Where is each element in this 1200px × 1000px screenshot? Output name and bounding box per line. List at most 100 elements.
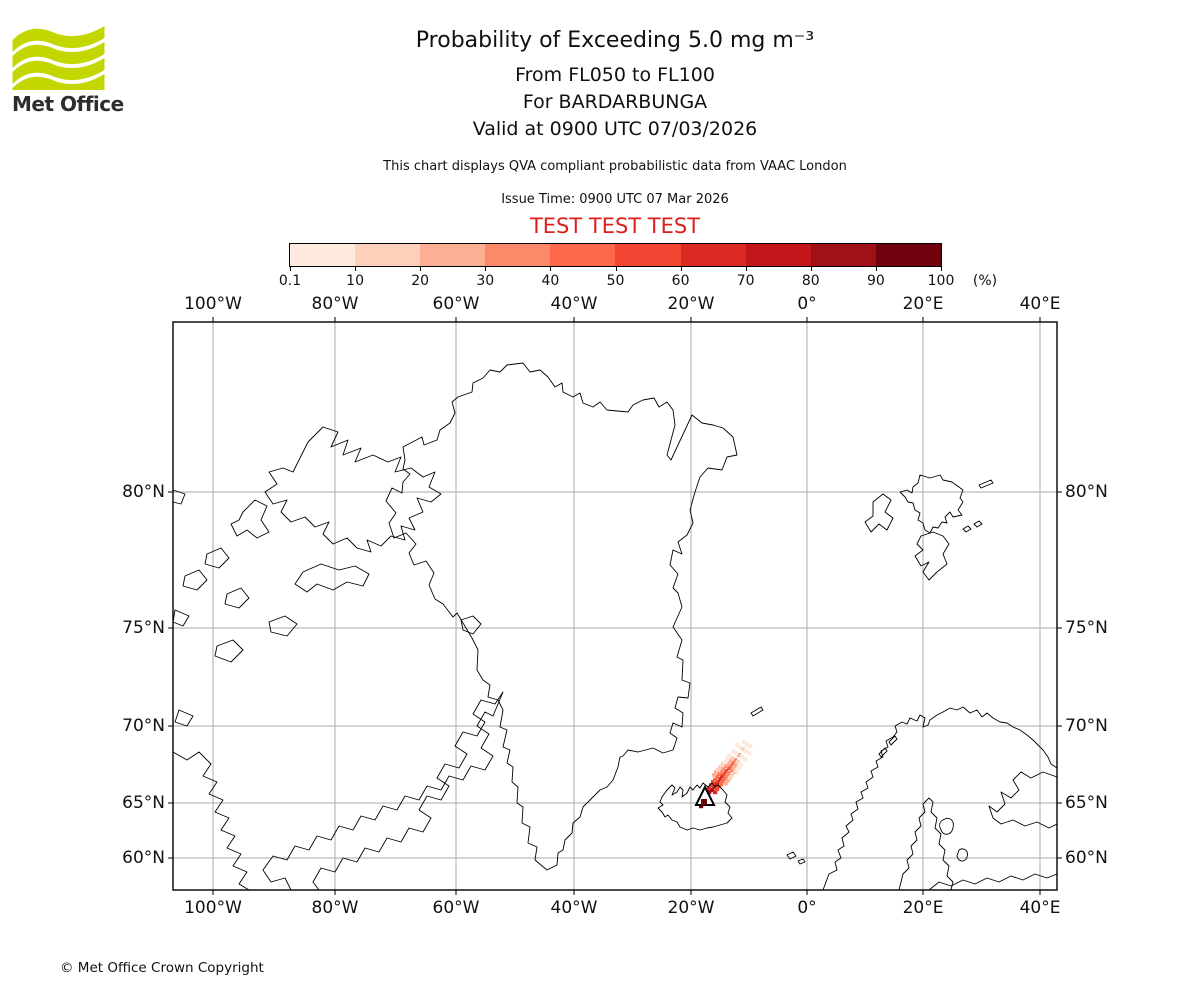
colorbar-tick-label: 20 xyxy=(411,273,430,289)
plume-cell xyxy=(709,783,714,788)
plume-cell xyxy=(726,762,731,767)
plume-cell xyxy=(741,747,746,752)
lon-label-bottom: 40°W xyxy=(550,898,598,918)
colorbar-tick xyxy=(745,267,747,271)
plume-cell xyxy=(712,785,717,790)
colorbar-tick xyxy=(485,267,487,271)
coastline-white-sea xyxy=(988,771,1058,829)
plume-cell xyxy=(748,744,753,749)
plume-cell xyxy=(738,745,743,750)
colorbar-tick-label: 0.1 xyxy=(278,273,302,289)
coastline-gulf-of-bothnia xyxy=(898,797,954,891)
lat-label-right: 60°N xyxy=(1065,848,1108,868)
plume-cell xyxy=(699,804,704,809)
plume-cell xyxy=(725,774,730,779)
subtitle-volcano: For BARDARBUNGA xyxy=(522,91,708,113)
colorbar-segment-30-40 xyxy=(485,244,551,266)
lon-label-bottom: 100°W xyxy=(184,898,242,918)
plume-cell xyxy=(729,764,734,769)
plume-cell xyxy=(722,772,727,777)
lon-label-top: 60°W xyxy=(432,294,480,314)
plume-cell xyxy=(735,768,740,773)
plume-cell xyxy=(728,776,733,781)
map-plot-area xyxy=(168,317,1062,895)
plume-cell xyxy=(724,781,729,786)
plume-cell xyxy=(715,775,720,780)
plume-cell xyxy=(713,790,718,795)
plume-cell xyxy=(740,755,745,760)
lon-label-top: 0° xyxy=(797,294,817,314)
lon-label-top: 80°W xyxy=(311,294,359,314)
subtitle-flight-levels: From FL050 to FL100 xyxy=(515,64,715,86)
plume-cell xyxy=(718,765,723,770)
colorbar-tick xyxy=(550,267,552,271)
lon-label-bottom: 80°W xyxy=(311,898,359,918)
plume-cell xyxy=(723,760,728,765)
plume-cell xyxy=(727,771,732,776)
colorbar-tick xyxy=(420,267,422,271)
met-office-logo: Met Office xyxy=(12,24,132,116)
lat-label-right: 80°N xyxy=(1065,482,1108,502)
lat-label-left: 75°N xyxy=(122,618,165,638)
plume-cell xyxy=(712,773,717,778)
colorbar-segment-20-30 xyxy=(420,244,486,266)
coastline-lofoten xyxy=(878,735,898,758)
colorbar-tick-label: 100 xyxy=(927,273,955,289)
map-border xyxy=(172,321,1058,891)
logo-waves-icon xyxy=(12,26,105,90)
plume-cell xyxy=(724,769,729,774)
lat-label-right: 70°N xyxy=(1065,716,1108,736)
logo-wordmark: Met Office xyxy=(12,92,124,116)
plume-cell xyxy=(744,749,749,754)
colorbar-gradient xyxy=(289,243,942,267)
copyright-note: © Met Office Crown Copyright xyxy=(60,960,264,976)
colorbar-segment-90-100 xyxy=(875,244,941,266)
colorbar-tick xyxy=(875,267,877,271)
plume-cell xyxy=(721,779,726,784)
coastline-baffin-island xyxy=(262,691,504,891)
colorbar-tick xyxy=(615,267,617,271)
lon-label-top: 20°E xyxy=(902,294,944,314)
plume-cell xyxy=(733,758,738,763)
plume-cell xyxy=(718,777,723,782)
plume-cell xyxy=(721,767,726,772)
plume-cell xyxy=(736,760,741,765)
coastline-disko-island xyxy=(460,615,482,635)
coastlines xyxy=(172,362,1058,891)
plume-cell xyxy=(731,749,736,754)
coastline-iceland xyxy=(657,782,733,831)
plume-cell xyxy=(737,753,742,758)
issue-time: Issue Time: 0900 UTC 07 Mar 2026 xyxy=(501,192,729,207)
lat-label-left: 60°N xyxy=(122,848,165,868)
colorbar-tick-label: 70 xyxy=(736,273,755,289)
colorbar-tick-label: 80 xyxy=(801,273,820,289)
plume-cell xyxy=(710,788,715,793)
colorbar-segment-40-50 xyxy=(550,244,616,266)
colorbar-tick-label: 30 xyxy=(476,273,495,289)
lat-label-left: 70°N xyxy=(122,716,165,736)
coastline-devon-island xyxy=(294,563,370,593)
plume-cell xyxy=(707,786,712,791)
plume-cell xyxy=(730,773,735,778)
lon-label-top: 20°W xyxy=(667,294,715,314)
plume-cell xyxy=(713,778,718,783)
test-banner: TEST TEST TEST xyxy=(529,214,701,238)
volcano-marker xyxy=(694,784,716,806)
lon-label-bottom: 0° xyxy=(797,898,817,918)
coastline-lakes xyxy=(939,817,968,862)
coastline-greenland xyxy=(385,362,738,871)
colorbar-segment-10-20 xyxy=(355,244,421,266)
plume-cell xyxy=(735,743,740,748)
colorbar-tick-label: 50 xyxy=(606,273,625,289)
qva-note: This chart displays QVA compliant probab… xyxy=(383,159,847,174)
colorbar-tick-label: 40 xyxy=(541,273,560,289)
coastline-faroe-islands xyxy=(786,851,806,865)
colorbar: 0.1 10 20 30 40 50 60 70 80 90 100 (%) xyxy=(279,243,1049,293)
lon-label-bottom: 40°E xyxy=(1019,898,1061,918)
header-block: Probability of Exceeding 5.0 mg m⁻³ From… xyxy=(30,0,1200,250)
plume-cell xyxy=(739,762,744,767)
colorbar-segment-60-70 xyxy=(680,244,746,266)
coastline-scandinavia xyxy=(822,706,1058,891)
plume-cell xyxy=(715,787,720,792)
lon-label-bottom: 60°W xyxy=(432,898,480,918)
